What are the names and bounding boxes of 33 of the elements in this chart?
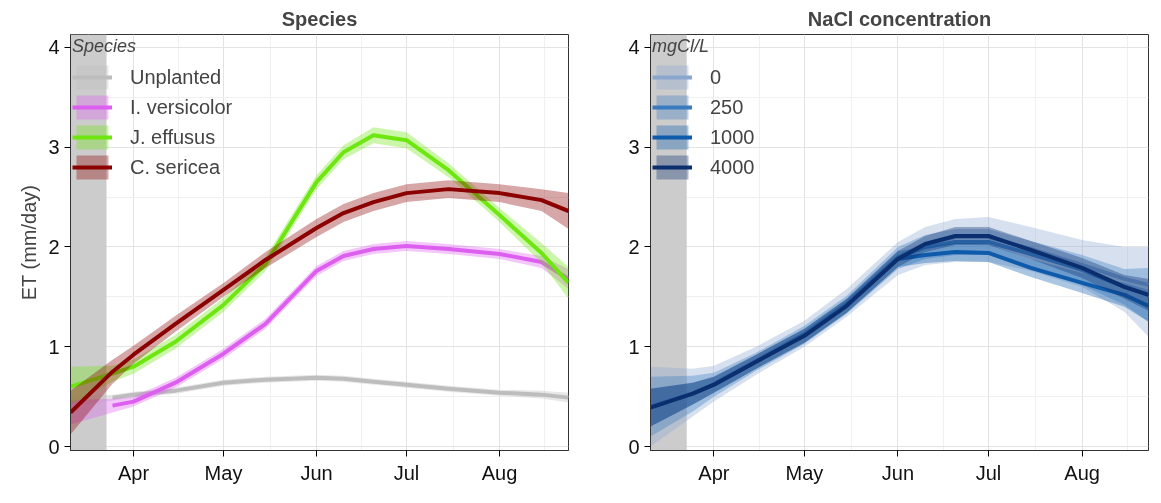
x-tick-label: Jul bbox=[975, 461, 1002, 484]
x-tick-label: Jun bbox=[881, 461, 915, 484]
x-tick-label: Apr bbox=[117, 461, 150, 484]
y-axis-title: ET (mm/day) bbox=[18, 185, 41, 301]
x-tick-label: Jun bbox=[300, 461, 333, 484]
y-tick-label: 4 bbox=[48, 36, 60, 59]
x-tick-label: Apr bbox=[698, 461, 730, 484]
x-tick-label: Aug bbox=[481, 461, 518, 484]
x-tick-label: May bbox=[785, 461, 824, 484]
y-tick-label: 0 bbox=[628, 435, 640, 458]
y-tick-label: 2 bbox=[628, 235, 640, 258]
legend-label: C. sericea bbox=[130, 155, 221, 179]
y-tick-label: 2 bbox=[48, 235, 60, 258]
chart-title: NaCl concentration bbox=[807, 7, 992, 30]
x-tick-label: May bbox=[204, 461, 243, 484]
legend-label: 1000 bbox=[710, 125, 755, 149]
legend-label: 4000 bbox=[710, 155, 755, 179]
legend-label: 0 bbox=[710, 65, 723, 89]
y-tick-label: 1 bbox=[628, 335, 640, 358]
legend-title: Species bbox=[281, 7, 358, 30]
y-tick-label: 3 bbox=[48, 136, 60, 159]
legend-label: I. versicolor bbox=[130, 95, 233, 119]
x-tick-label: Aug bbox=[1064, 461, 1100, 484]
y-tick-label: 3 bbox=[628, 136, 640, 159]
chart-title: Species bbox=[72, 36, 138, 57]
legend-label: J. effusus bbox=[130, 125, 216, 149]
legend-title: mgCl/L bbox=[652, 36, 710, 57]
y-tick-label: 0 bbox=[48, 435, 60, 458]
x-tick-label: Jul bbox=[393, 461, 420, 484]
legend-label: 250 bbox=[710, 95, 744, 119]
legend-label: Unplanted bbox=[130, 65, 222, 89]
y-tick-label: 4 bbox=[628, 36, 640, 59]
y-tick-label: 1 bbox=[48, 335, 60, 358]
